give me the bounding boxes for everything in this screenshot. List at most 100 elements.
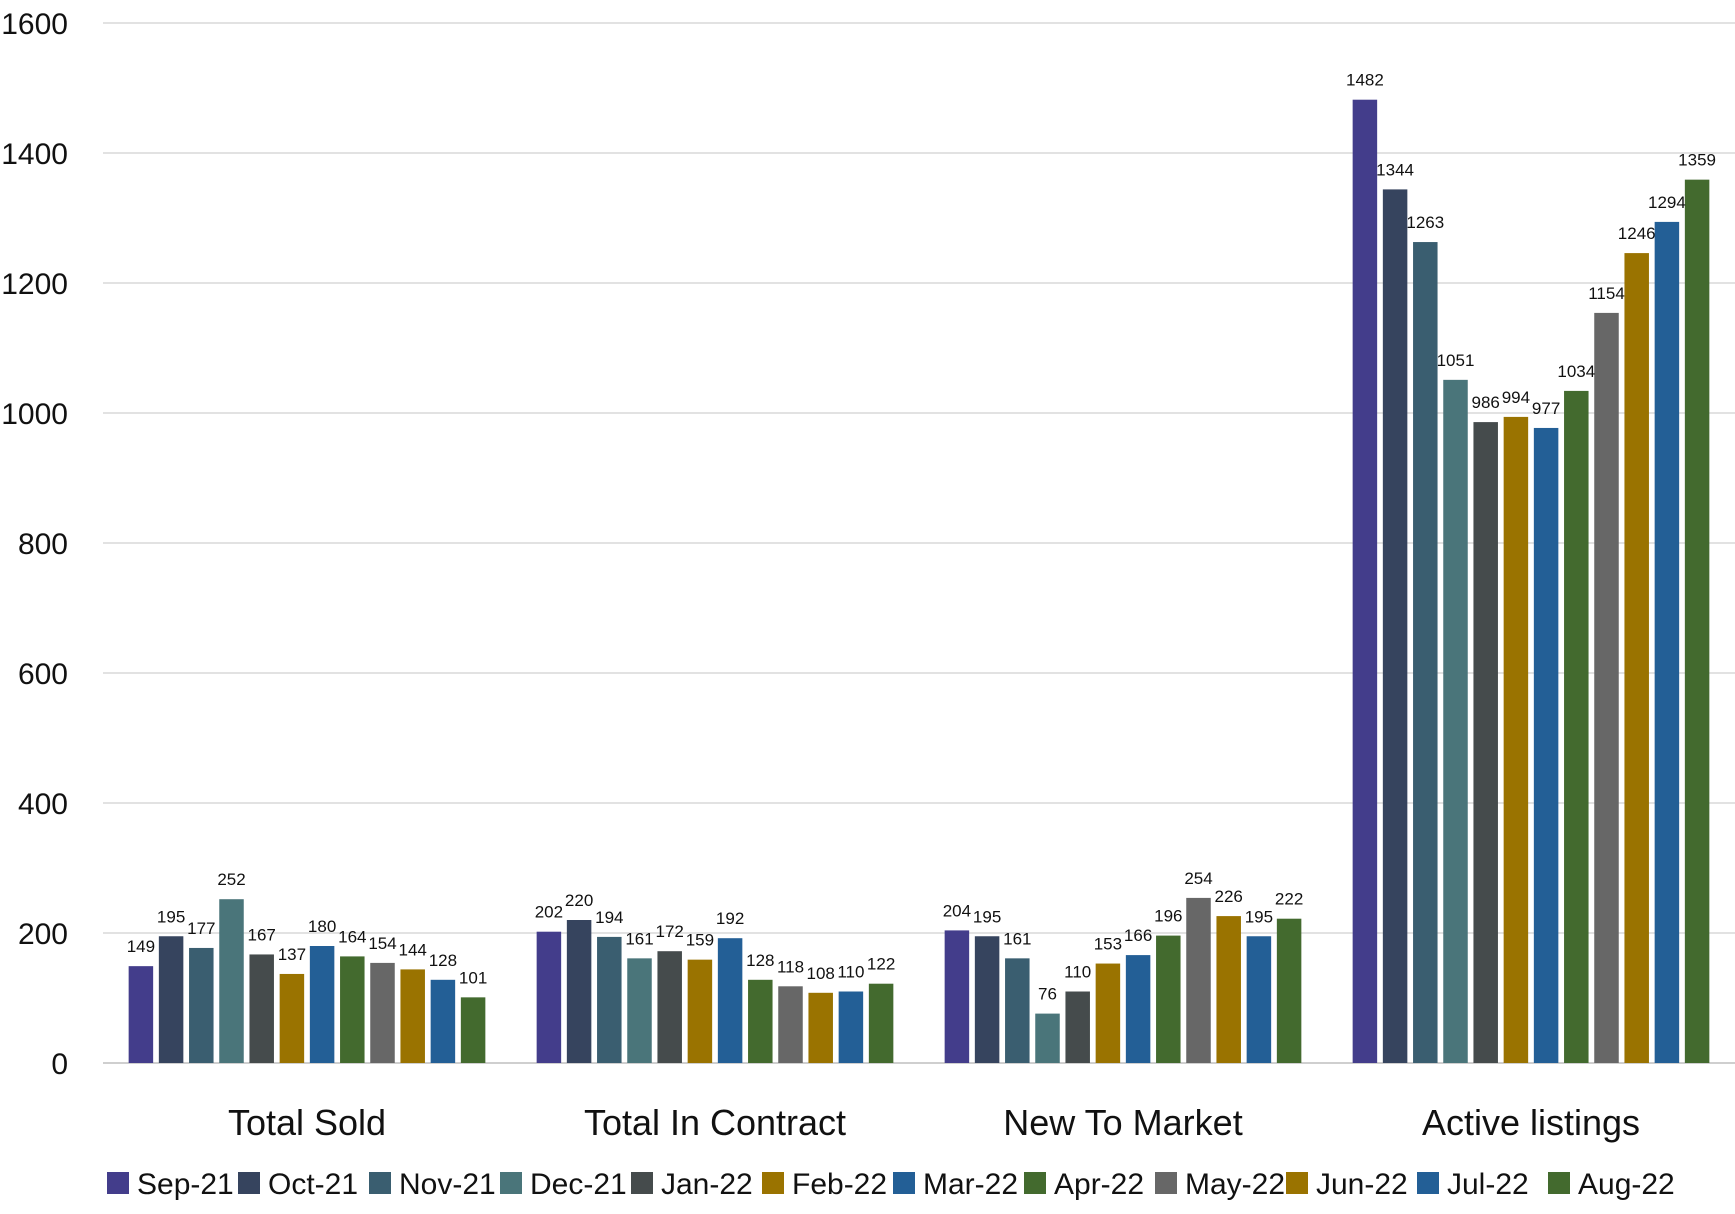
legend-label: Aug-22 <box>1578 1168 1675 1201</box>
data-label: 172 <box>656 922 684 941</box>
legend-item: Jul-22 <box>1417 1168 1529 1201</box>
bar <box>1533 427 1559 1063</box>
legend-label: Dec-21 <box>530 1168 627 1201</box>
y-tick-label: 1600 <box>1 8 68 41</box>
bar <box>748 979 773 1063</box>
legend-swatch <box>1155 1172 1177 1194</box>
data-label: 1246 <box>1618 224 1656 243</box>
bar <box>687 959 713 1063</box>
bars <box>128 99 1710 1064</box>
bar <box>1503 416 1529 1063</box>
data-label: 118 <box>777 957 804 976</box>
category-label: Total In Contract <box>584 1102 846 1143</box>
bar <box>1156 935 1181 1063</box>
bar <box>1684 179 1710 1063</box>
data-label: 177 <box>187 919 215 938</box>
data-label: 137 <box>278 945 306 964</box>
legend-item: Feb-22 <box>762 1168 887 1201</box>
data-label: 986 <box>1472 393 1500 412</box>
legend-swatch <box>107 1172 129 1194</box>
data-label: 161 <box>1003 929 1031 948</box>
legend-item: Aug-22 <box>1548 1168 1675 1201</box>
data-label: 195 <box>973 907 1001 926</box>
bar <box>1065 991 1090 1063</box>
data-label: 180 <box>308 917 336 936</box>
bar <box>1035 1013 1060 1063</box>
gridlines <box>103 22 1735 1064</box>
bar <box>566 920 592 1063</box>
bar <box>1216 916 1241 1063</box>
y-tick-label: 800 <box>18 528 68 561</box>
bar <box>536 931 562 1063</box>
data-label: 149 <box>127 937 155 956</box>
bar <box>974 936 1000 1063</box>
legend-swatch <box>1024 1172 1046 1194</box>
legend-label: May-22 <box>1185 1168 1285 1201</box>
legend-item: Mar-22 <box>893 1168 1018 1201</box>
data-label: 1344 <box>1376 160 1414 179</box>
bar <box>627 958 652 1063</box>
legend-swatch <box>893 1172 915 1194</box>
legend-label: Mar-22 <box>923 1168 1018 1201</box>
category-label: New To Market <box>1003 1102 1242 1143</box>
bar <box>1125 955 1151 1063</box>
legend-label: Nov-21 <box>399 1168 496 1201</box>
bar <box>158 936 184 1063</box>
bar <box>1246 936 1272 1063</box>
data-label: 110 <box>1064 963 1091 982</box>
data-label: 153 <box>1094 935 1122 954</box>
bar <box>1413 242 1438 1064</box>
bar <box>1624 253 1649 1064</box>
legend-label: Sep-21 <box>137 1168 234 1201</box>
category-label: Total Sold <box>228 1102 386 1143</box>
data-label: 1294 <box>1648 193 1686 212</box>
bar <box>717 938 743 1063</box>
data-label: 122 <box>867 955 895 974</box>
bar <box>1095 963 1121 1063</box>
legend-swatch <box>1417 1172 1439 1194</box>
data-label: 101 <box>459 968 487 987</box>
data-label: 167 <box>248 925 276 944</box>
legend-label: Apr-22 <box>1054 1168 1144 1201</box>
data-label: 1034 <box>1557 362 1595 381</box>
data-label: 159 <box>686 931 714 950</box>
data-label: 76 <box>1038 985 1057 1004</box>
data-label: 254 <box>1184 869 1212 888</box>
bar <box>370 962 395 1063</box>
bar <box>128 966 154 1063</box>
bar <box>657 951 682 1063</box>
legend-swatch <box>762 1172 784 1194</box>
data-label: 166 <box>1124 926 1152 945</box>
y-tick-label: 600 <box>18 658 68 691</box>
bar <box>219 899 244 1063</box>
data-label: 994 <box>1502 388 1530 407</box>
data-label: 1051 <box>1437 351 1475 370</box>
legend-swatch <box>631 1172 653 1194</box>
bar <box>1654 221 1680 1063</box>
legend-item: Nov-21 <box>369 1168 496 1201</box>
y-axis: 0 200 400 600 800 1000 1200 1400 1600 <box>1 8 68 1081</box>
bar <box>309 946 335 1063</box>
bar <box>249 954 274 1063</box>
data-label: 1482 <box>1346 71 1384 90</box>
data-label: 202 <box>535 903 563 922</box>
bar <box>1005 958 1030 1063</box>
y-tick-label: 0 <box>51 1048 68 1081</box>
bar <box>1352 99 1378 1063</box>
bar <box>1186 897 1211 1063</box>
data-label: 222 <box>1275 890 1303 909</box>
data-label: 128 <box>746 951 774 970</box>
data-label: 110 <box>837 963 864 982</box>
bar <box>1564 390 1589 1063</box>
y-tick-label: 200 <box>18 918 68 951</box>
legend: Sep-21 Oct-21 Nov-21 Dec-21 Jan-22 Feb-22 Mar-… <box>107 1168 1675 1201</box>
legend-swatch <box>1286 1172 1308 1194</box>
x-axis: Total Sold Total In Contract New To Market… <box>228 1102 1640 1143</box>
data-label: 1263 <box>1406 213 1444 232</box>
y-tick-label: 400 <box>18 788 68 821</box>
bar <box>944 930 970 1063</box>
bar <box>279 973 305 1063</box>
bar <box>838 991 864 1063</box>
bar <box>808 992 833 1063</box>
